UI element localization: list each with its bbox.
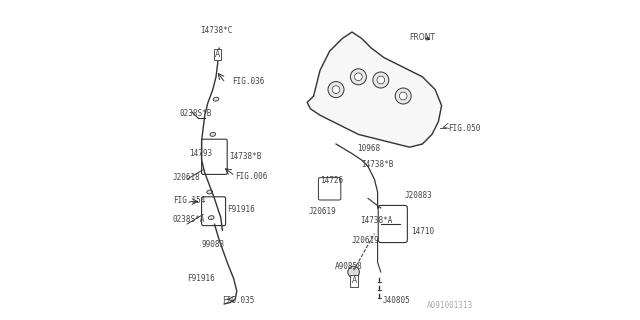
Text: 0238S*B: 0238S*B <box>179 109 212 118</box>
Circle shape <box>396 88 412 104</box>
FancyBboxPatch shape <box>378 205 407 243</box>
Circle shape <box>351 69 367 85</box>
Text: 14726: 14726 <box>320 176 343 185</box>
Text: I4738*B: I4738*B <box>229 152 261 161</box>
Text: A: A <box>351 276 357 285</box>
Text: J20619: J20619 <box>352 236 380 245</box>
Text: I4738*B: I4738*B <box>362 160 394 169</box>
Text: F91916: F91916 <box>227 205 255 214</box>
Circle shape <box>328 82 344 98</box>
Circle shape <box>355 73 362 81</box>
Text: J20883: J20883 <box>405 191 433 200</box>
Circle shape <box>332 86 340 93</box>
Circle shape <box>348 266 360 278</box>
Ellipse shape <box>209 216 214 220</box>
Text: A: A <box>215 50 220 59</box>
Text: 14793: 14793 <box>189 149 212 158</box>
Text: FIG.036: FIG.036 <box>232 77 264 86</box>
Text: 99083: 99083 <box>202 240 225 249</box>
Text: J20619: J20619 <box>309 207 337 216</box>
Text: J40805: J40805 <box>383 296 410 305</box>
Text: 14710: 14710 <box>412 228 435 236</box>
FancyBboxPatch shape <box>202 139 227 174</box>
Circle shape <box>399 92 407 100</box>
Text: FIG.035: FIG.035 <box>223 296 255 305</box>
Ellipse shape <box>213 97 219 101</box>
Text: A90858: A90858 <box>334 262 362 271</box>
Text: J20618: J20618 <box>173 173 200 182</box>
Ellipse shape <box>207 190 212 194</box>
Text: I4738*A: I4738*A <box>360 216 392 225</box>
Text: A091001313: A091001313 <box>428 301 474 310</box>
Text: FIG.006: FIG.006 <box>236 172 268 180</box>
Text: 10968: 10968 <box>357 144 380 153</box>
Ellipse shape <box>210 132 216 136</box>
Circle shape <box>377 76 385 84</box>
Text: FIG.154: FIG.154 <box>173 196 205 204</box>
Text: F91916: F91916 <box>187 274 215 283</box>
Text: 0238S*A: 0238S*A <box>173 215 205 224</box>
Text: FRONT: FRONT <box>410 33 436 42</box>
Polygon shape <box>307 32 442 147</box>
Text: FIG.050: FIG.050 <box>448 124 481 132</box>
FancyBboxPatch shape <box>202 197 226 226</box>
FancyBboxPatch shape <box>319 178 340 200</box>
Circle shape <box>372 72 388 88</box>
Text: I4738*C: I4738*C <box>200 26 232 35</box>
